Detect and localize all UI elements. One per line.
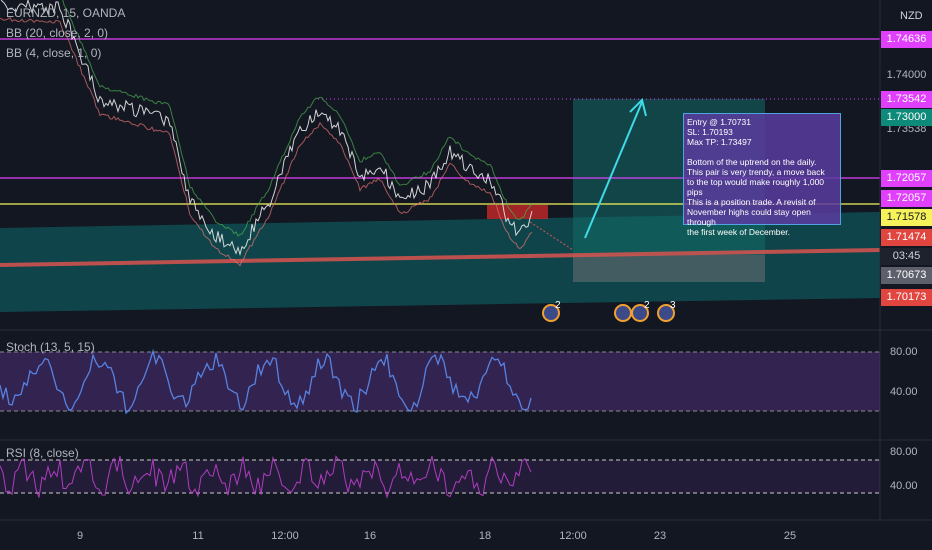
event-icon — [657, 304, 675, 322]
decor-line — [0, 17, 533, 267]
time-label: 18 — [478, 530, 492, 542]
annotation-line: Max TP: 1.73497 — [687, 137, 752, 147]
symbol: EURNZD, 15, OANDA — [6, 6, 126, 20]
stoch-axis-label: 80.00 — [890, 346, 918, 358]
stoch-label: Stoch (13, 5, 15) — [6, 340, 95, 354]
annotation-header: Entry @ 1.70731 SL: 1.70193 Max TP: 1.7349… — [687, 117, 837, 147]
event-count: 3 — [670, 300, 676, 311]
time-label: 11 — [192, 530, 204, 542]
annotation-body: Bottom of the uptrend on the daily. This … — [687, 157, 837, 237]
stoch-axis-label: 40.00 — [890, 386, 918, 398]
price-label: 1.70673 — [881, 267, 932, 284]
annotation-line: the first week of December. — [687, 227, 790, 237]
time-label: 9 — [76, 530, 84, 542]
stoch-band — [0, 352, 880, 411]
price-label: 1.72057 — [881, 170, 932, 187]
projection — [529, 221, 574, 251]
indicator-legend: BB (20, close, 2, 0) — [6, 26, 109, 40]
rsi-label: RSI (8, close) — [6, 446, 79, 460]
annotation-line: SL: 1.70193 — [687, 127, 733, 137]
annotation[interactable]: Entry @ 1.70731 SL: 1.70193 Max TP: 1.7349… — [683, 113, 841, 237]
price-label: 1.74000 — [886, 69, 927, 81]
time-label: 12:00 — [559, 530, 587, 542]
time-label: 25 — [783, 530, 797, 542]
price-label: 1.70173 — [881, 289, 932, 306]
annotation-line: Entry @ 1.70731 — [687, 117, 751, 127]
currency[interactable]: NZD — [900, 10, 923, 22]
price-label: 03:45 — [881, 248, 932, 265]
time-label: 16 — [363, 530, 377, 542]
price-label: 1.73000 — [881, 109, 932, 126]
event-count: 2 — [644, 300, 650, 311]
annotation-line: to the top would make roughly 1,000 pips — [687, 177, 825, 197]
price-label: 1.73542 — [881, 91, 932, 108]
price-label: 1.72057 — [881, 190, 932, 207]
annotation-line: This is a position trade. A revisit of — [687, 197, 816, 207]
annotation-line: Bottom of the uptrend on the daily. — [687, 157, 817, 167]
price-action — [0, 0, 533, 499]
price-label: 1.73538 — [886, 123, 927, 135]
rsi-band — [0, 460, 880, 493]
time-label: 23 — [653, 530, 667, 542]
event-icon — [542, 304, 560, 322]
arrow — [584, 101, 643, 239]
indicator-legend: BB (4, close, 1, 0) — [6, 46, 102, 60]
decor-line — [0, 348, 532, 415]
decor-line — [0, 455, 532, 499]
rsi-axis-label: 80.00 — [890, 446, 918, 458]
decor-line — [62, 0, 533, 237]
trend-line — [0, 248, 881, 267]
event-icon — [614, 304, 632, 322]
price-label: 1.71578 — [881, 209, 932, 226]
arrow-head — [629, 98, 647, 117]
annotation-line: This pair is very trendy, a move back — [687, 167, 825, 177]
marker — [487, 205, 548, 219]
event-count: 2 — [555, 300, 561, 311]
decor-line — [0, 0, 533, 257]
stop-zone — [573, 255, 765, 282]
event-icon — [631, 304, 649, 322]
price-label: 1.71474 — [881, 229, 932, 246]
time-label: 12:00 — [271, 530, 299, 542]
annotation-line: November highs could stay open through — [687, 207, 811, 227]
rsi-axis-label: 40.00 — [890, 480, 918, 492]
price-label: 1.74636 — [881, 31, 932, 48]
